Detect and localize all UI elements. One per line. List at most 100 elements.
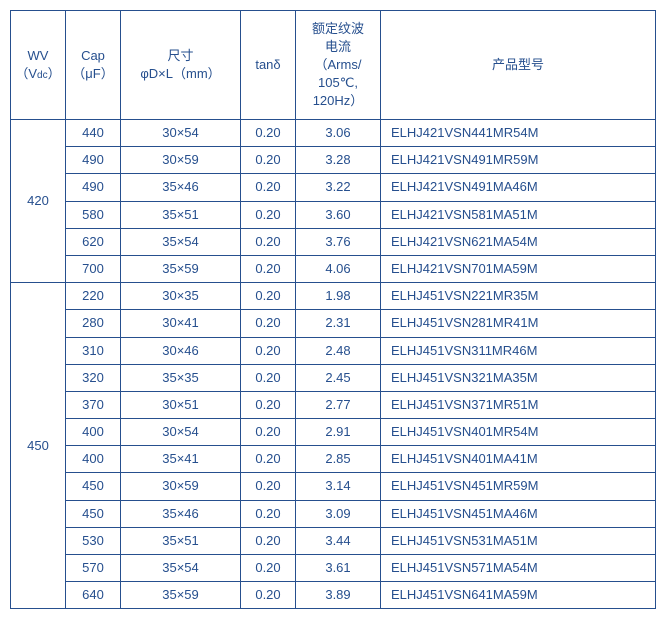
- size-cell: 30×35: [121, 283, 241, 310]
- size-cell: 35×51: [121, 201, 241, 228]
- tand-cell: 0.20: [241, 364, 296, 391]
- ripple-cell: 2.31: [296, 310, 381, 337]
- header-row: WV （Vdc） Cap （μF） 尺寸 φD×L（mm） tanδ 额定纹波 …: [11, 11, 656, 120]
- table-row: 45022030×350.201.98ELHJ451VSN221MR35M: [11, 283, 656, 310]
- cap-cell: 440: [66, 120, 121, 147]
- size-cell: 35×41: [121, 446, 241, 473]
- table-row: 49030×590.203.28ELHJ421VSN491MR59M: [11, 147, 656, 174]
- table-row: 70035×590.204.06ELHJ421VSN701MA59M: [11, 255, 656, 282]
- tand-cell: 0.20: [241, 582, 296, 609]
- tand-cell: 0.20: [241, 555, 296, 582]
- cap-cell: 400: [66, 419, 121, 446]
- ripple-cell: 3.22: [296, 174, 381, 201]
- ripple-cell: 3.44: [296, 527, 381, 554]
- size-cell: 35×35: [121, 364, 241, 391]
- table-row: 32035×350.202.45ELHJ451VSN321MA35M: [11, 364, 656, 391]
- pn-cell: ELHJ451VSN641MA59M: [381, 582, 656, 609]
- size-cell: 30×59: [121, 147, 241, 174]
- pn-cell: ELHJ451VSN531MA51M: [381, 527, 656, 554]
- size-cell: 30×54: [121, 419, 241, 446]
- pn-cell: ELHJ451VSN281MR41M: [381, 310, 656, 337]
- ripple-cell: 3.09: [296, 500, 381, 527]
- tand-cell: 0.20: [241, 473, 296, 500]
- cap-cell: 700: [66, 255, 121, 282]
- tand-cell: 0.20: [241, 201, 296, 228]
- pn-cell: ELHJ421VSN581MA51M: [381, 201, 656, 228]
- table-row: 28030×410.202.31ELHJ451VSN281MR41M: [11, 310, 656, 337]
- cap-cell: 570: [66, 555, 121, 582]
- size-cell: 35×59: [121, 582, 241, 609]
- ripple-cell: 3.14: [296, 473, 381, 500]
- table-row: 40035×410.202.85ELHJ451VSN401MA41M: [11, 446, 656, 473]
- col-cap: Cap （μF）: [66, 11, 121, 120]
- tand-cell: 0.20: [241, 337, 296, 364]
- pn-cell: ELHJ451VSN401MR54M: [381, 419, 656, 446]
- pn-cell: ELHJ421VSN491MR59M: [381, 147, 656, 174]
- wv-label1: WV: [28, 48, 49, 63]
- cap-cell: 400: [66, 446, 121, 473]
- size-cell: 30×46: [121, 337, 241, 364]
- cap-cell: 620: [66, 228, 121, 255]
- tand-cell: 0.20: [241, 391, 296, 418]
- tand-cell: 0.20: [241, 500, 296, 527]
- pn-cell: ELHJ421VSN621MA54M: [381, 228, 656, 255]
- ripple-cell: 3.61: [296, 555, 381, 582]
- pn-cell: ELHJ451VSN451MR59M: [381, 473, 656, 500]
- tand-cell: 0.20: [241, 228, 296, 255]
- table-row: 40030×540.202.91ELHJ451VSN401MR54M: [11, 419, 656, 446]
- ripple-cell: 2.91: [296, 419, 381, 446]
- table-row: 58035×510.203.60ELHJ421VSN581MA51M: [11, 201, 656, 228]
- wv-cell: 420: [11, 120, 66, 283]
- tand-cell: 0.20: [241, 419, 296, 446]
- cap-cell: 490: [66, 174, 121, 201]
- cap-cell: 490: [66, 147, 121, 174]
- size-cell: 35×59: [121, 255, 241, 282]
- size-cell: 30×54: [121, 120, 241, 147]
- pn-cell: ELHJ451VSN371MR51M: [381, 391, 656, 418]
- table-row: 31030×460.202.48ELHJ451VSN311MR46M: [11, 337, 656, 364]
- table-row: 37030×510.202.77ELHJ451VSN371MR51M: [11, 391, 656, 418]
- spec-table: WV （Vdc） Cap （μF） 尺寸 φD×L（mm） tanδ 额定纹波 …: [10, 10, 656, 609]
- cap-cell: 640: [66, 582, 121, 609]
- table-row: 42044030×540.203.06ELHJ421VSN441MR54M: [11, 120, 656, 147]
- pn-cell: ELHJ421VSN441MR54M: [381, 120, 656, 147]
- table-row: 45030×590.203.14ELHJ451VSN451MR59M: [11, 473, 656, 500]
- pn-cell: ELHJ451VSN221MR35M: [381, 283, 656, 310]
- pn-cell: ELHJ451VSN311MR46M: [381, 337, 656, 364]
- tand-cell: 0.20: [241, 310, 296, 337]
- table-body: 42044030×540.203.06ELHJ421VSN441MR54M490…: [11, 120, 656, 609]
- tand-cell: 0.20: [241, 446, 296, 473]
- size-cell: 35×51: [121, 527, 241, 554]
- pn-cell: ELHJ451VSN451MA46M: [381, 500, 656, 527]
- table-row: 57035×540.203.61ELHJ451VSN571MA54M: [11, 555, 656, 582]
- col-tand: tanδ: [241, 11, 296, 120]
- table-row: 62035×540.203.76ELHJ421VSN621MA54M: [11, 228, 656, 255]
- pn-cell: ELHJ421VSN491MA46M: [381, 174, 656, 201]
- wv-label2: （Vdc）: [15, 66, 60, 81]
- tand-cell: 0.20: [241, 120, 296, 147]
- size-cell: 35×54: [121, 228, 241, 255]
- size-cell: 30×51: [121, 391, 241, 418]
- pn-cell: ELHJ421VSN701MA59M: [381, 255, 656, 282]
- pn-cell: ELHJ451VSN401MA41M: [381, 446, 656, 473]
- cap-cell: 580: [66, 201, 121, 228]
- cap-cell: 450: [66, 500, 121, 527]
- cap-cell: 310: [66, 337, 121, 364]
- tand-cell: 0.20: [241, 147, 296, 174]
- ripple-cell: 4.06: [296, 255, 381, 282]
- tand-cell: 0.20: [241, 174, 296, 201]
- col-ripple: 额定纹波 电流 （Arms/ 105℃, 120Hz）: [296, 11, 381, 120]
- cap-cell: 450: [66, 473, 121, 500]
- ripple-cell: 2.85: [296, 446, 381, 473]
- cap-cell: 220: [66, 283, 121, 310]
- size-cell: 30×41: [121, 310, 241, 337]
- col-wv: WV （Vdc）: [11, 11, 66, 120]
- table-row: 53035×510.203.44ELHJ451VSN531MA51M: [11, 527, 656, 554]
- ripple-cell: 3.76: [296, 228, 381, 255]
- tand-cell: 0.20: [241, 527, 296, 554]
- tand-cell: 0.20: [241, 255, 296, 282]
- col-pn: 产品型号: [381, 11, 656, 120]
- pn-cell: ELHJ451VSN321MA35M: [381, 364, 656, 391]
- tand-cell: 0.20: [241, 283, 296, 310]
- ripple-cell: 3.28: [296, 147, 381, 174]
